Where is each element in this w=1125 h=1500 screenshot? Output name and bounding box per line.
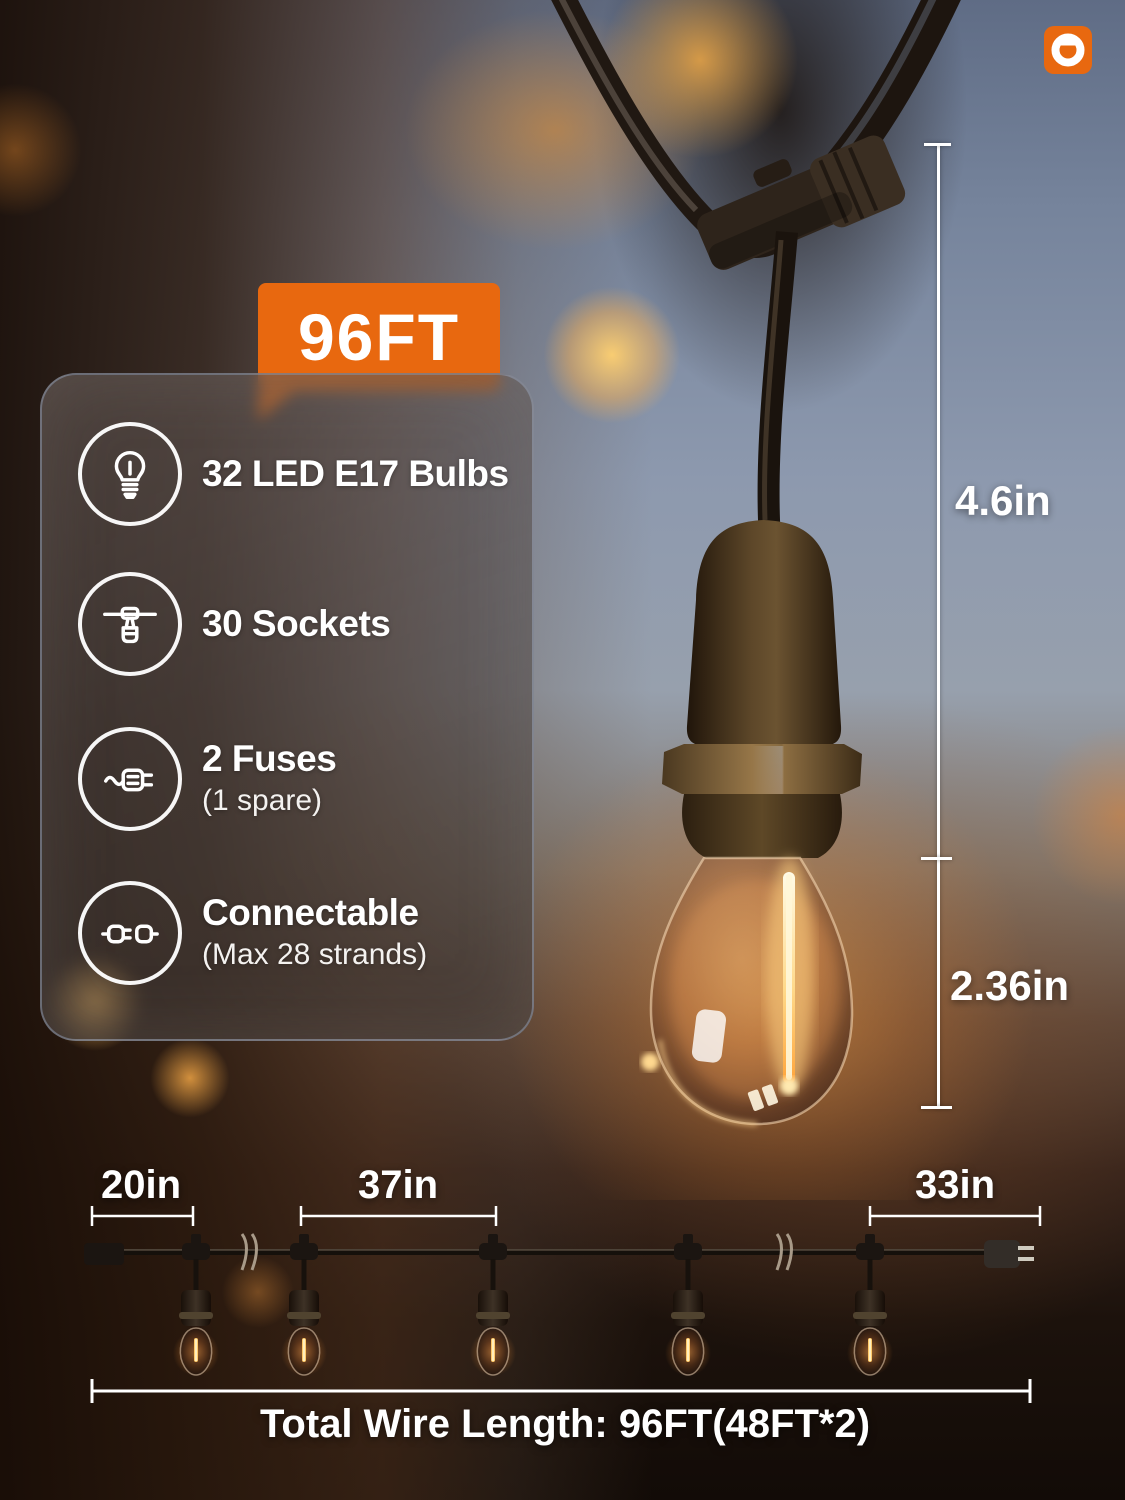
bulb-rim-light (658, 1039, 758, 1126)
socket-skirt (682, 794, 842, 858)
feature-title: 2 Fuses (202, 738, 337, 779)
length-badge-text: 96FT (297, 300, 461, 374)
socket-cap (686, 520, 842, 746)
bulb-height-label: 2.36in (950, 962, 1070, 1009)
bulb-icon (114, 450, 146, 499)
segment-label-33in: 33in (914, 1163, 996, 1207)
fuse-plug-icon (104, 768, 154, 792)
feature-ring (78, 881, 182, 985)
hero-string-light-photo (505, 0, 1035, 1200)
segment-label-37in: 37in (357, 1163, 439, 1207)
edge-flare (641, 1053, 659, 1071)
filament-tip-glow (780, 1077, 798, 1095)
feature-card: 32 LED E17 Bulbs 30 Sockets (40, 373, 534, 1041)
feature-subtitle: (Max 28 strands) (202, 938, 428, 971)
left-cable-highlight (558, 0, 699, 213)
total-wire-length-label: Total Wire Length: 96FT(48FT*2) (259, 1402, 871, 1446)
feature-title: 30 Sockets (202, 603, 391, 644)
orange-ring-logo-icon (1044, 26, 1092, 74)
hang-height-label: 4.6in (955, 477, 1051, 524)
diagram-wire (100, 1249, 995, 1255)
mini-string-bulb (172, 1233, 220, 1377)
mini-string-bulb (846, 1233, 894, 1377)
feature-ring (78, 727, 182, 831)
diagram-wire-highlight (100, 1249, 995, 1251)
plug-prong (1018, 1257, 1034, 1261)
feature-sockets: 30 Sockets (78, 568, 508, 680)
feature-fuses: 2 Fuses (1 spare) (78, 723, 508, 835)
segment-dimension-lines (90, 1206, 1042, 1226)
glass-reflection (691, 1009, 727, 1063)
dimension-bottom-cap (921, 1106, 952, 1109)
dimension-top-cap (924, 143, 951, 146)
mini-string-bulb (664, 1233, 712, 1377)
socket-hex-collar (662, 744, 862, 794)
string-socket-icon (103, 606, 157, 644)
male-end-plug (984, 1240, 1020, 1268)
feature-ring (78, 422, 182, 526)
brand-logo (1044, 26, 1092, 74)
feature-connectable: Connectable (Max 28 strands) (78, 877, 508, 989)
total-dimension-line (90, 1379, 1032, 1403)
feature-subtitle: (1 spare) (202, 784, 323, 817)
vertical-dimension-line (937, 144, 940, 1108)
glass-reflection-small (747, 1084, 779, 1111)
led-filament-core (786, 874, 792, 1080)
segment-label-20in: 20in (100, 1163, 182, 1207)
feature-ring (78, 572, 182, 676)
plug-prong (1018, 1246, 1034, 1250)
female-end-connector (84, 1243, 124, 1265)
feature-bulbs: 32 LED E17 Bulbs (78, 418, 509, 530)
dimension-mid-tick (921, 857, 952, 860)
feature-title: 32 LED E17 Bulbs (202, 453, 509, 494)
cord-highlight (762, 239, 784, 521)
mini-string-bulb (469, 1233, 517, 1377)
wire-connector (697, 135, 906, 270)
bulb-inner-haze (670, 880, 840, 1100)
feature-title: Connectable (202, 892, 419, 933)
mini-string-bulb (280, 1233, 328, 1377)
string-layout-diagram (84, 1206, 1042, 1403)
connectable-plugs-icon (101, 924, 159, 944)
